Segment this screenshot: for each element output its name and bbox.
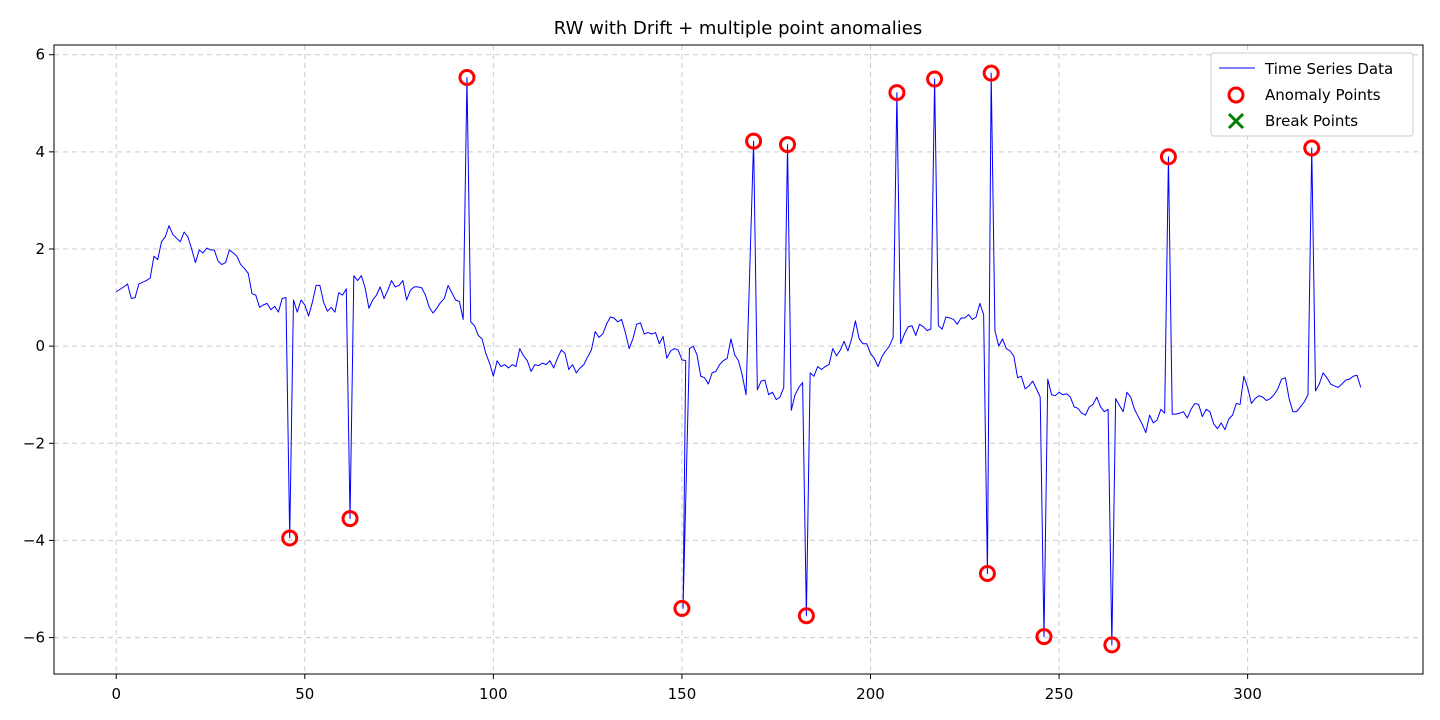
legend-label-anomaly: Anomaly Points [1265,86,1381,104]
legend-break-swatch [1227,112,1245,130]
x-tick-label: 50 [295,685,314,703]
y-tick-label: −2 [23,434,45,452]
anomaly-point [1159,148,1177,166]
series-time-series-data [115,72,1362,646]
anomaly-point [1103,636,1121,654]
legend-anomaly-swatch [1227,86,1245,104]
anomaly-point [281,529,299,547]
x-tick-label: 200 [856,685,885,703]
anomaly-point [673,599,691,617]
x-tick-label: 150 [668,685,697,703]
y-tick-label: 4 [35,143,45,161]
anomaly-point [1035,628,1053,646]
series-line [115,72,1362,646]
x-tick-label: 300 [1233,685,1262,703]
x-tick-label: 100 [479,685,508,703]
y-tick-label: 0 [35,337,45,355]
grid [54,45,1423,674]
plot-frame [53,44,1424,675]
y-tick-label: −4 [23,531,45,549]
chart-title: RW with Drift + multiple point anomalies [554,18,922,39]
y-tick-label: −6 [23,629,45,647]
x-tick-label: 250 [1045,685,1074,703]
legend-box [1210,52,1414,137]
y-tick-label: 6 [35,46,45,64]
anomaly-point [797,607,815,625]
anomaly-point [1303,139,1321,157]
legend: Time Series Data Anomaly Points Break Po… [1210,52,1414,137]
anomaly-point [978,564,996,582]
legend-label-time-series: Time Series Data [1264,60,1393,78]
y-tick-label: 2 [35,240,45,258]
legend-label-break: Break Points [1265,112,1358,130]
anomaly-point [779,136,797,154]
anomaly-point [982,64,1000,82]
anomaly-point [926,70,944,88]
x-tick-label: 0 [111,685,121,703]
anomaly-point [888,84,906,102]
series-anomaly-points [281,64,1321,654]
anomaly-point [745,132,763,150]
anomaly-point [458,69,476,87]
axis-ticks: 0 50 100 150 200 250 300 −6 −4 −2 0 2 4 6 [23,46,1262,703]
anomaly-point [341,510,359,528]
